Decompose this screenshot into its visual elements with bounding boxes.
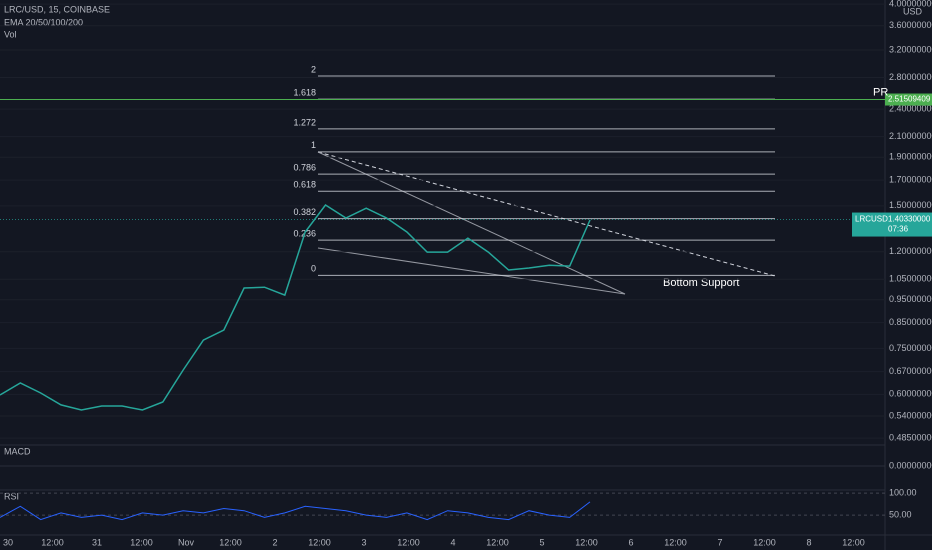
y-tick-label: 0.95000000 [889, 294, 932, 304]
macd-tick-label: 0.00000000 [889, 460, 932, 470]
y-tick-label: 2.80000000 [889, 72, 932, 82]
fib-label: 1.618 [293, 87, 316, 97]
x-tick-label: Nov [178, 537, 195, 547]
fib-label: 0 [311, 264, 316, 274]
x-tick-label: 12:00 [41, 537, 64, 547]
price-tag-value: 1.40330000 [888, 215, 931, 224]
x-tick-label: 12:00 [842, 537, 865, 547]
wedge-line [317, 151, 626, 295]
fib-label: 0.786 [293, 163, 316, 173]
price-line [0, 203, 591, 411]
x-tick-label: 12:00 [664, 537, 687, 547]
fib-label: 0.618 [293, 180, 316, 190]
y-tick-label: 0.48500000 [889, 432, 932, 442]
x-tick-label: 12:00 [575, 537, 598, 547]
y-tick-label: 1.90000000 [889, 152, 932, 162]
x-tick-label: 31 [92, 537, 102, 547]
x-tick-label: 30 [3, 537, 13, 547]
resistance-tag [885, 93, 932, 106]
y-tick-label: 0.67000000 [889, 366, 932, 376]
y-tick-label: 2.40000000 [889, 104, 932, 114]
fib-label: 2 [311, 64, 316, 74]
symbol-title: LRC/USD, 15, COINBASE [4, 4, 110, 14]
x-tick-label: 2 [272, 537, 277, 547]
rsi-tick-label: 50.00 [889, 510, 912, 520]
y-tick-label: 0.85000000 [889, 317, 932, 327]
rsi-tick-label: 100.00 [889, 487, 917, 497]
y-tick-label: 1.70000000 [889, 174, 932, 184]
x-tick-label: 12:00 [486, 537, 509, 547]
y-tick-label: 0.75000000 [889, 343, 932, 353]
pane-label: MACD [4, 446, 31, 456]
fib-label: 1.272 [293, 117, 316, 127]
x-tick-label: 6 [628, 537, 633, 547]
resistance-tag-text: PR [873, 86, 888, 98]
x-tick-label: 12:00 [753, 537, 776, 547]
y-tick-label: 3.20000000 [889, 44, 932, 54]
x-tick-label: 12:00 [308, 537, 331, 547]
x-tick-label: 12:00 [397, 537, 420, 547]
x-tick-label: 8 [806, 537, 811, 547]
resistance-label: 2.51509409 [888, 95, 931, 104]
price-tag-symbol: LRCUSD [855, 215, 888, 224]
annotation: Bottom Support [663, 277, 739, 289]
rsi-line [0, 501, 591, 521]
indicator-label: Vol [4, 29, 17, 39]
price-tag-countdown: 07:36 [888, 225, 909, 234]
y-tick-label: 4.00000000 [889, 0, 932, 8]
y-tick-label: 1.50000000 [889, 200, 932, 210]
y-tick-label: 1.20000000 [889, 246, 932, 256]
currency-label: USD [903, 6, 923, 16]
fib-label: 1 [311, 140, 316, 150]
fib-label: 0.382 [293, 207, 316, 217]
trend-line [317, 151, 776, 277]
price-tag [852, 212, 932, 237]
y-tick-label: 0.60000000 [889, 389, 932, 399]
y-tick-label: 0.54000000 [889, 410, 932, 420]
x-tick-label: 7 [717, 537, 722, 547]
x-tick-label: 12:00 [219, 537, 242, 547]
y-tick-label: 3.60000000 [889, 20, 932, 30]
x-tick-label: 5 [539, 537, 544, 547]
x-tick-label: 12:00 [130, 537, 153, 547]
y-tick-label: 1.05000000 [889, 274, 932, 284]
y-tick-label: 2.10000000 [889, 131, 932, 141]
wedge-line [317, 247, 626, 295]
indicator-label: EMA 20/50/100/200 [4, 17, 83, 27]
x-tick-label: 4 [450, 537, 455, 547]
pane-label: RSI [4, 491, 19, 501]
x-tick-label: 3 [361, 537, 366, 547]
